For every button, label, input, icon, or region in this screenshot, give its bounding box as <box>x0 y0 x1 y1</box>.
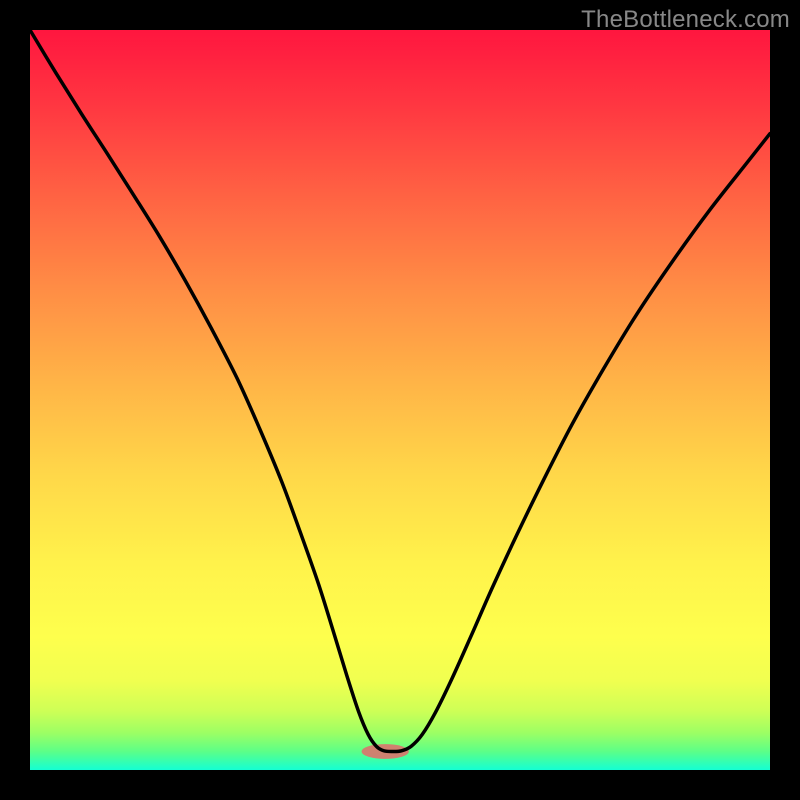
bottleneck-chart <box>0 0 800 800</box>
chart-container: TheBottleneck.com <box>0 0 800 800</box>
watermark-text: TheBottleneck.com <box>581 6 790 34</box>
plot-background <box>30 30 770 770</box>
